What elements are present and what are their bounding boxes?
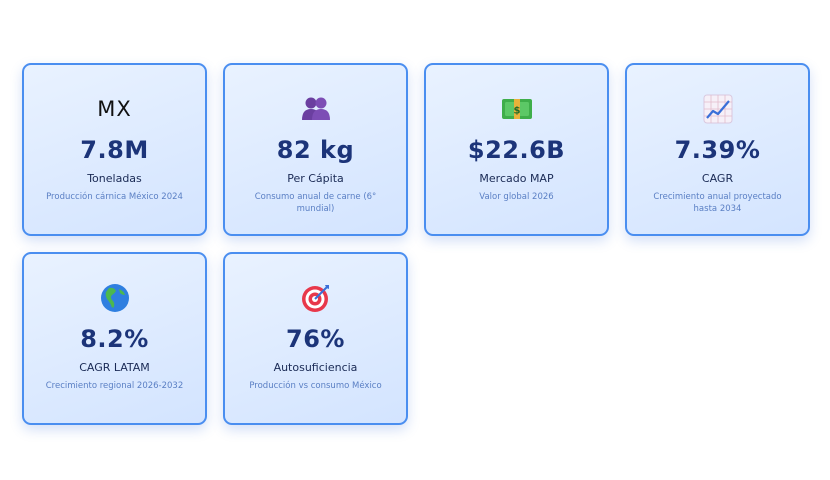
stat-label: CAGR	[701, 172, 734, 185]
stat-label: Autosuficiencia	[273, 361, 358, 374]
stat-card-mercado: $ $22.6B Mercado MAP Valor global 2026	[424, 63, 609, 236]
stat-card-cagr-latam: 8.2% CAGR LATAM Crecimiento regional 202…	[22, 252, 207, 425]
stat-card-autosuficiencia: 76% Autosuficiencia Producción vs consum…	[223, 252, 408, 425]
stat-value: 76%	[286, 325, 345, 353]
stat-value: $22.6B	[467, 136, 566, 164]
stat-value: 82 kg	[276, 136, 355, 164]
stat-value: 8.2%	[80, 325, 149, 353]
globe-americas-icon	[100, 282, 130, 314]
stat-label: CAGR LATAM	[79, 361, 150, 374]
stat-description: Crecimiento anual proyectado hasta 2034	[653, 192, 782, 214]
stat-description: Producción cárnica México 2024	[46, 192, 183, 202]
stat-description: Valor global 2026	[479, 192, 554, 202]
stat-description: Crecimiento regional 2026-2032	[45, 381, 184, 391]
people-icon	[300, 93, 332, 125]
stat-value: 7.39%	[674, 136, 761, 164]
stat-card-toneladas: MX 7.8M Toneladas Producción cárnica Méx…	[22, 63, 207, 236]
target-icon	[301, 282, 331, 314]
money-icon: $	[501, 93, 533, 125]
chart-up-icon	[703, 93, 733, 125]
mx-flag-text-icon: MX	[97, 97, 132, 121]
stat-label: Toneladas	[87, 172, 142, 185]
stats-grid: MX 7.8M Toneladas Producción cárnica Méx…	[22, 63, 810, 425]
stat-description: Consumo anual de carne (6° mundial)	[254, 192, 377, 214]
stat-card-cagr: 7.39% CAGR Crecimiento anual proyectado …	[625, 63, 810, 236]
stat-card-per-capita: 82 kg Per Cápita Consumo anual de carne …	[223, 63, 408, 236]
stat-label: Mercado MAP	[479, 172, 554, 185]
stat-description: Producción vs consumo México	[249, 381, 382, 391]
svg-text:$: $	[513, 106, 520, 117]
stat-value: 7.8M	[80, 136, 149, 164]
stat-label: Per Cápita	[287, 172, 344, 185]
